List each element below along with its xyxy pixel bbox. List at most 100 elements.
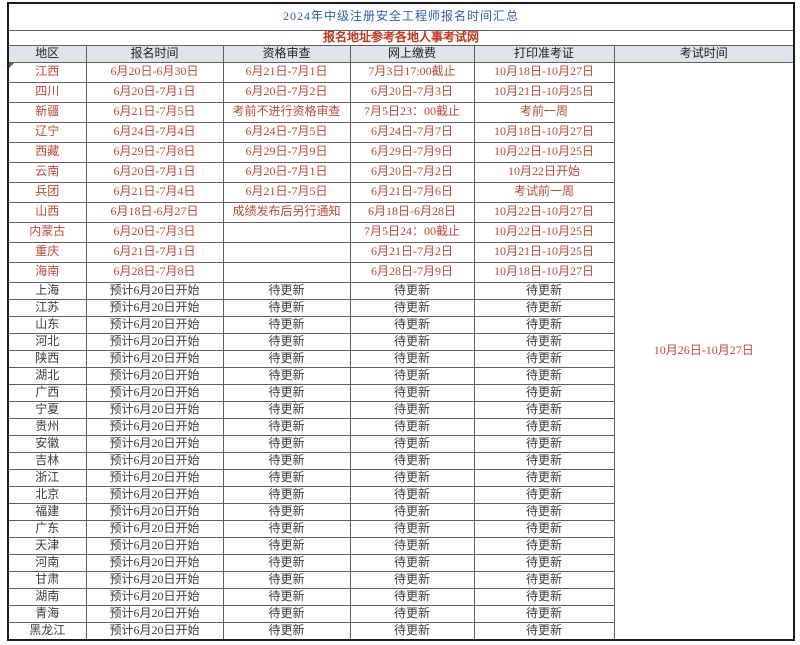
signup-time-cell[interactable]: 预计6月20日开始 xyxy=(85,315,224,334)
signup-time-cell[interactable]: 预计6月20日开始 xyxy=(85,519,224,538)
region-cell[interactable]: 贵州 xyxy=(7,417,87,436)
qualification-review-cell[interactable]: 待更新 xyxy=(222,451,351,470)
signup-time-cell[interactable]: 6月21日-7月4日 xyxy=(85,181,224,203)
qualification-review-cell[interactable]: 待更新 xyxy=(222,604,351,623)
print-ticket-cell[interactable]: 待更新 xyxy=(473,434,615,453)
online-payment-cell[interactable]: 待更新 xyxy=(349,604,475,623)
qualification-review-cell[interactable]: 6月24日-7月5日 xyxy=(222,121,351,143)
signup-time-cell[interactable]: 预计6月20日开始 xyxy=(85,281,224,300)
qualification-review-cell[interactable]: 待更新 xyxy=(222,519,351,538)
signup-time-cell[interactable]: 6月20日-7月3日 xyxy=(85,221,224,243)
qualification-review-cell[interactable]: 6月29日-7月9日 xyxy=(222,141,351,163)
print-ticket-cell[interactable]: 10月21日-10月25日 xyxy=(473,241,615,263)
print-ticket-cell[interactable]: 10月21日-10月25日 xyxy=(473,81,615,103)
print-ticket-cell[interactable]: 10月18日-10月27日 xyxy=(473,121,615,143)
online-payment-cell[interactable]: 待更新 xyxy=(349,281,475,300)
print-ticket-cell[interactable]: 待更新 xyxy=(473,281,615,300)
qualification-review-cell[interactable]: 待更新 xyxy=(222,332,351,351)
region-cell[interactable]: 甘肃 xyxy=(7,570,87,589)
print-ticket-cell[interactable]: 考试前一周 xyxy=(473,181,615,203)
signup-time-cell[interactable]: 预计6月20日开始 xyxy=(85,383,224,402)
signup-time-cell[interactable]: 预计6月20日开始 xyxy=(85,434,224,453)
qualification-review-cell[interactable]: 待更新 xyxy=(222,298,351,317)
qualification-review-cell[interactable]: 6月20日-7月1日 xyxy=(222,161,351,183)
online-payment-cell[interactable]: 待更新 xyxy=(349,536,475,555)
online-payment-cell[interactable]: 待更新 xyxy=(349,383,475,402)
online-payment-cell[interactable]: 待更新 xyxy=(349,519,475,538)
signup-time-cell[interactable]: 预计6月20日开始 xyxy=(85,451,224,470)
print-ticket-cell[interactable]: 待更新 xyxy=(473,604,615,623)
qualification-review-cell[interactable]: 待更新 xyxy=(222,485,351,504)
qualification-review-cell[interactable]: 待更新 xyxy=(222,383,351,402)
print-ticket-cell[interactable]: 待更新 xyxy=(473,587,615,606)
online-payment-cell[interactable]: 待更新 xyxy=(349,400,475,419)
online-payment-cell[interactable]: 待更新 xyxy=(349,502,475,521)
online-payment-cell[interactable]: 待更新 xyxy=(349,553,475,572)
online-payment-cell[interactable]: 待更新 xyxy=(349,349,475,368)
qualification-review-cell[interactable]: 待更新 xyxy=(222,315,351,334)
region-cell[interactable]: 内蒙古 xyxy=(7,221,87,243)
print-ticket-cell[interactable]: 待更新 xyxy=(473,553,615,572)
online-payment-cell[interactable]: 7月5日24：00截止 xyxy=(349,221,475,243)
online-payment-cell[interactable]: 待更新 xyxy=(349,485,475,504)
signup-time-cell[interactable]: 预计6月20日开始 xyxy=(85,332,224,351)
print-ticket-cell[interactable]: 10月22日-10月27日 xyxy=(473,201,615,223)
print-ticket-cell[interactable]: 待更新 xyxy=(473,400,615,419)
region-cell[interactable]: 广东 xyxy=(7,519,87,538)
signup-time-cell[interactable]: 预计6月20日开始 xyxy=(85,366,224,385)
online-payment-cell[interactable]: 6月20日-7月2日 xyxy=(349,161,475,183)
region-cell[interactable]: 青海 xyxy=(7,604,87,623)
online-payment-cell[interactable]: 6月18日-6月28日 xyxy=(349,201,475,223)
online-payment-cell[interactable]: 6月29日-7月9日 xyxy=(349,141,475,163)
print-ticket-cell[interactable]: 待更新 xyxy=(473,383,615,402)
signup-time-cell[interactable]: 6月21日-7月5日 xyxy=(85,101,224,123)
region-cell[interactable]: 陕西 xyxy=(7,349,87,368)
signup-time-cell[interactable]: 6月20日-7月1日 xyxy=(85,81,224,103)
region-cell[interactable]: 江苏 xyxy=(7,298,87,317)
region-cell[interactable]: 广西 xyxy=(7,383,87,402)
signup-time-cell[interactable]: 预计6月20日开始 xyxy=(85,604,224,623)
online-payment-cell[interactable]: 6月28日-7月9日 xyxy=(349,261,475,283)
region-cell[interactable]: 湖南 xyxy=(7,587,87,606)
print-ticket-cell[interactable]: 10月22日-10月25日 xyxy=(473,221,615,243)
region-cell[interactable]: 兵团 xyxy=(7,181,87,203)
region-cell[interactable]: 浙江 xyxy=(7,468,87,487)
online-payment-cell[interactable]: 6月20日-7月3日 xyxy=(349,81,475,103)
qualification-review-cell[interactable] xyxy=(222,241,351,263)
online-payment-cell[interactable]: 待更新 xyxy=(349,366,475,385)
qualification-review-cell[interactable]: 待更新 xyxy=(222,570,351,589)
qualification-review-cell[interactable]: 6月20日-7月2日 xyxy=(222,81,351,103)
region-cell[interactable]: 海南 xyxy=(7,261,87,283)
region-cell[interactable]: 黑龙江 xyxy=(7,621,87,641)
region-cell[interactable]: 宁夏 xyxy=(7,400,87,419)
qualification-review-cell[interactable]: 待更新 xyxy=(222,536,351,555)
online-payment-cell[interactable]: 待更新 xyxy=(349,621,475,641)
qualification-review-cell[interactable]: 成绩发布后另行通知 xyxy=(222,201,351,223)
signup-time-cell[interactable]: 6月24日-7月4日 xyxy=(85,121,224,143)
signup-time-cell[interactable]: 6月18日-6月27日 xyxy=(85,201,224,223)
print-ticket-cell[interactable]: 待更新 xyxy=(473,570,615,589)
print-ticket-cell[interactable]: 待更新 xyxy=(473,315,615,334)
qualification-review-cell[interactable]: 待更新 xyxy=(222,417,351,436)
qualification-review-cell[interactable]: 待更新 xyxy=(222,281,351,300)
region-cell[interactable]: 福建 xyxy=(7,502,87,521)
online-payment-cell[interactable]: 待更新 xyxy=(349,468,475,487)
region-cell[interactable]: 吉林 xyxy=(7,451,87,470)
print-ticket-cell[interactable]: 待更新 xyxy=(473,366,615,385)
print-ticket-cell[interactable]: 待更新 xyxy=(473,298,615,317)
print-ticket-cell[interactable]: 考前一周 xyxy=(473,101,615,123)
region-cell[interactable]: 山东 xyxy=(7,315,87,334)
print-ticket-cell[interactable]: 10月22日-10月25日 xyxy=(473,141,615,163)
print-ticket-cell[interactable]: 10月18日-10月27日 xyxy=(473,261,615,283)
qualification-review-cell[interactable] xyxy=(222,221,351,243)
qualification-review-cell[interactable]: 待更新 xyxy=(222,468,351,487)
online-payment-cell[interactable]: 待更新 xyxy=(349,332,475,351)
print-ticket-cell[interactable]: 10月18日-10月27日 xyxy=(473,61,615,83)
region-cell[interactable]: 新疆 xyxy=(7,101,87,123)
region-cell[interactable]: 重庆 xyxy=(7,241,87,263)
online-payment-cell[interactable]: 6月21日-7月6日 xyxy=(349,181,475,203)
signup-time-cell[interactable]: 6月20日-7月1日 xyxy=(85,161,224,183)
region-cell[interactable]: 江西 xyxy=(7,61,87,83)
print-ticket-cell[interactable]: 待更新 xyxy=(473,349,615,368)
online-payment-cell[interactable]: 待更新 xyxy=(349,434,475,453)
